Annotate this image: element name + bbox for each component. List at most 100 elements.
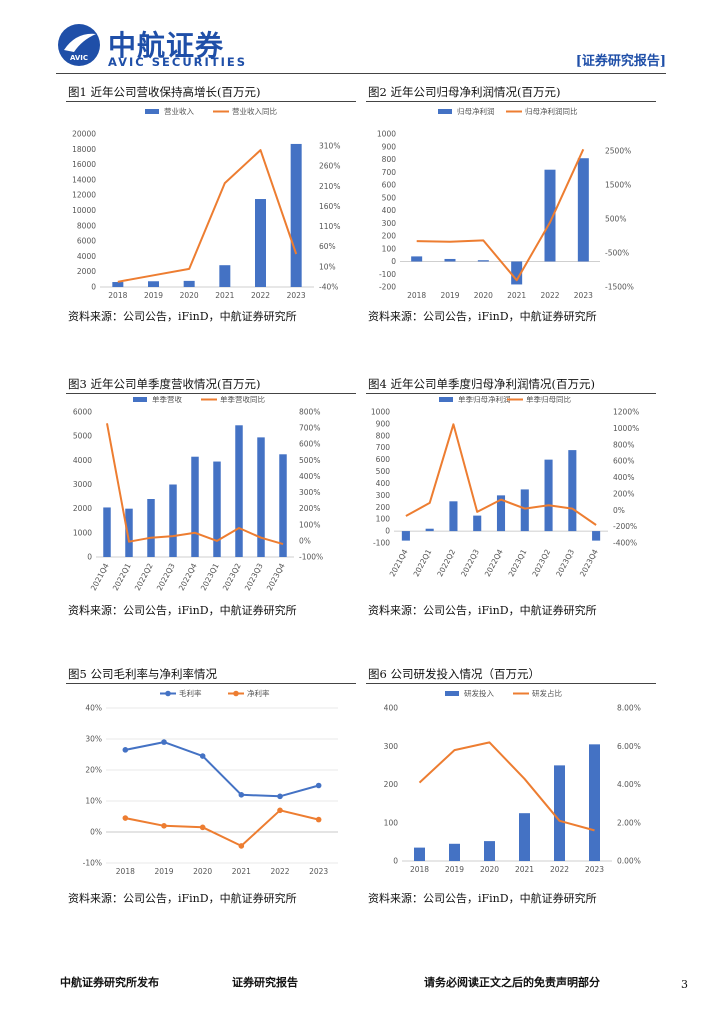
x-tick-label: 2021Q4: [388, 548, 410, 579]
y2-tick-label: 400%: [299, 472, 320, 481]
bar: [213, 461, 221, 557]
figure-4-source: 资料来源：公司公告，iFinD，中航证券研究所: [368, 604, 597, 617]
brand-name-en: AVIC SECURITIES: [108, 55, 248, 69]
report-header: AVIC 中航证券 AVIC SECURITIES [证券研究报告]: [56, 22, 666, 72]
legend-swatch: [438, 109, 452, 114]
y2-tick-label: -1500%: [605, 283, 634, 292]
legend-label: 净利率: [247, 688, 270, 698]
y-tick-label: -100: [373, 539, 390, 548]
bar: [589, 744, 600, 861]
bar: [401, 531, 410, 541]
legend-marker: [233, 690, 239, 697]
line-point: [238, 792, 245, 798]
y2-tick-label: 600%: [299, 440, 320, 449]
y-tick-label: 20000: [72, 130, 96, 139]
x-tick-label: 2022: [540, 291, 559, 300]
figure-5-source: 资料来源：公司公告，iFinD，中航证券研究所: [68, 892, 297, 905]
series-line: [106, 423, 284, 546]
x-tick-label: 2022Q2: [435, 548, 457, 579]
y2-tick-label: 300%: [299, 488, 320, 497]
y2-tick-label: 200%: [299, 504, 320, 513]
logo-text: AVIC: [70, 54, 88, 62]
x-tick-label: 2023Q1: [199, 562, 221, 593]
y2-tick-label: 600%: [613, 457, 634, 466]
bar: [477, 260, 489, 262]
y-tick-label: 3000: [73, 480, 92, 489]
y-tick-label: 4000: [77, 252, 96, 261]
y-tick-label: 900: [382, 142, 397, 151]
line-point: [161, 823, 167, 829]
y2-tick-label: 400%: [613, 473, 634, 482]
brand-name-cn: 中航证券: [108, 29, 225, 62]
x-tick-label: 2020: [474, 291, 493, 300]
x-tick-label: 2022: [270, 867, 289, 876]
legend-swatch: [445, 691, 459, 696]
x-tick-label: 2022Q1: [111, 562, 133, 593]
x-tick-label: 2023: [287, 291, 306, 300]
figure-3-source: 资料来源：公司公告，iFinD，中航证券研究所: [68, 604, 297, 617]
figure-5-chart: -10% 0% 10% 20% 30% 40% 2018 2019 2020 2021 2022 20…: [83, 688, 338, 876]
y2-tick-label: 500%: [605, 215, 626, 224]
line-point: [199, 753, 206, 759]
y2-tick-label: 160%: [319, 202, 340, 211]
footer-report-type: 证券研究报告: [232, 976, 298, 989]
bar: [520, 489, 529, 532]
y2-tick-label: 1000%: [613, 424, 639, 433]
series-line: [416, 148, 585, 282]
figure-4-chart: -100 0 100 200 300 400 500 600 700 800 900 1000 -400…: [371, 396, 639, 579]
y2-tick-label: 500%: [299, 456, 320, 465]
x-tick-label: 2020: [480, 865, 499, 874]
y2-tick-label: 260%: [319, 162, 340, 171]
x-tick-label: 2023Q4: [265, 562, 287, 593]
legend-label: 单季归母净利润: [458, 396, 511, 404]
legend-marker: [165, 690, 171, 697]
y-tick-label: -10%: [83, 859, 102, 868]
header-divider: [56, 73, 666, 74]
x-tick-label: 2023: [309, 867, 328, 876]
y-tick-label: 2000: [73, 504, 92, 513]
bar: [414, 847, 425, 861]
x-tick-label: 2019: [445, 865, 464, 874]
y-tick-label: 200: [376, 503, 391, 512]
y-tick-label: 8000: [77, 221, 96, 230]
x-tick-label: 2023: [585, 865, 604, 874]
bar: [568, 450, 577, 532]
bar: [577, 158, 589, 262]
figure-2-chart: -200 -100 0 100 200 300 400 500 600 700 800 900 1000…: [377, 106, 634, 300]
x-tick-label: 2021Q4: [89, 562, 111, 593]
y2-tick-label: 6.00%: [617, 742, 641, 751]
line-point: [238, 843, 245, 849]
y2-tick-label: 2500%: [605, 147, 631, 156]
x-tick-label: 2022Q4: [177, 562, 199, 593]
bar: [544, 169, 556, 262]
legend-label: 单季归母同比: [526, 396, 571, 404]
y-tick-label: 0: [393, 857, 398, 866]
y-tick-label: 200: [384, 780, 399, 789]
y2-tick-label: 2.00%: [617, 818, 641, 827]
series-line: [117, 149, 298, 283]
y2-tick-label: -100%: [299, 553, 323, 562]
x-tick-label: 2018: [410, 865, 429, 874]
y2-tick-label: 200%: [613, 489, 634, 498]
bar: [169, 484, 177, 557]
bar: [544, 459, 553, 532]
bar: [519, 813, 530, 861]
y-tick-label: 700: [382, 168, 397, 177]
x-tick-label: 2023Q2: [221, 562, 243, 593]
y-tick-label: 14000: [72, 175, 96, 184]
legend-label: 归母净利润同比: [525, 106, 578, 116]
bar: [449, 843, 460, 861]
figure-6-source: 资料来源：公司公告，iFinD，中航证券研究所: [368, 892, 597, 905]
bar: [511, 261, 523, 285]
y-tick-label: 4000: [73, 456, 92, 465]
y-tick-label: 0: [91, 283, 96, 292]
figure-1-source: 资料来源：公司公告，iFinD，中航证券研究所: [68, 310, 297, 323]
figure-6-title: 图6 公司研发投入情况（百万元）: [366, 666, 656, 684]
x-tick-label: 2023Q2: [530, 548, 552, 579]
y2-tick-label: 1200%: [613, 408, 639, 417]
legend-swatch: [439, 397, 453, 402]
bar: [554, 765, 565, 861]
avic-logo: AVIC: [58, 24, 100, 66]
line-point: [122, 815, 129, 821]
y-tick-label: 900: [376, 419, 391, 428]
